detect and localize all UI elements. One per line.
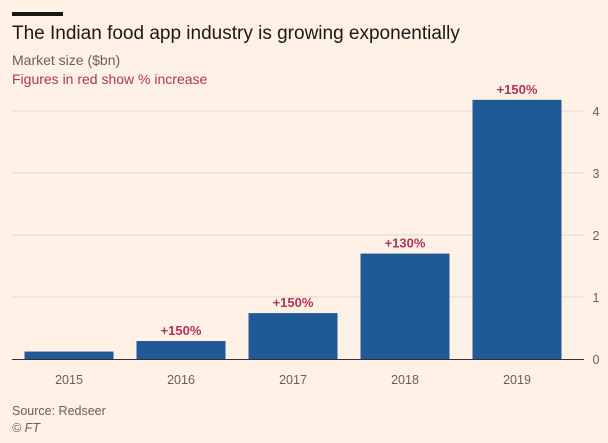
bar: [248, 313, 338, 359]
y-tick-label: 2: [593, 229, 600, 243]
chart-note: Figures in red show % increase: [12, 71, 208, 87]
y-tick-label: 3: [593, 167, 600, 181]
x-tick-label: 2019: [503, 373, 531, 387]
data-label: +150%: [273, 295, 314, 310]
data-label: +150%: [161, 323, 202, 338]
x-tick-label: 2015: [55, 373, 83, 387]
x-tick-label: 2018: [391, 373, 419, 387]
x-tick-label: 2017: [279, 373, 307, 387]
bar: [472, 99, 562, 359]
chart-subtitle: Market size ($bn): [12, 52, 121, 68]
data-label: +130%: [385, 236, 426, 251]
bar: [360, 253, 450, 359]
y-tick-label: 0: [593, 353, 600, 367]
bar: [136, 341, 226, 359]
chart-title: The Indian food app industry is growing …: [12, 23, 460, 44]
bar: [24, 351, 114, 359]
y-tick-label: 1: [593, 291, 600, 305]
data-label: +150%: [497, 82, 538, 97]
x-tick-label: 2016: [167, 373, 195, 387]
source-note: Source: Redseer: [12, 404, 106, 418]
y-tick-label: 4: [593, 105, 600, 119]
title-rule: [12, 12, 63, 16]
copyright-note: © FT: [12, 421, 40, 435]
